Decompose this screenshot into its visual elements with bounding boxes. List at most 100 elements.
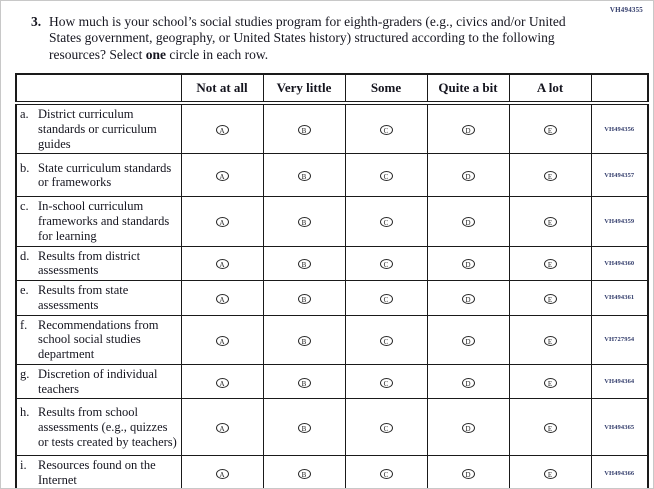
option-cell-some: C <box>344 280 428 316</box>
option-cell-very-little: B <box>262 196 346 247</box>
table-row-g: g. Discretion of individual teachers A B C D E… <box>15 363 649 400</box>
response-bubble-d[interactable]: D <box>461 259 475 270</box>
response-bubble-a[interactable]: A <box>215 171 229 182</box>
response-bubble-d[interactable]: D <box>461 217 475 228</box>
table-header-row: Not at all Very little Some Quite a bit A lo… <box>15 73 649 105</box>
option-cell-very-little: B <box>262 398 346 457</box>
option-cell-quite-a-bit: D <box>426 314 510 365</box>
response-bubble-d[interactable]: D <box>461 423 475 434</box>
response-bubble-c[interactable]: C <box>379 171 393 182</box>
response-bubble-b[interactable]: B <box>297 377 311 388</box>
row-letter: e. <box>20 283 29 297</box>
column-header-very-little: Very little <box>262 73 346 105</box>
table-row-c: c. In-school curriculum frameworks and st… <box>15 196 649 247</box>
row-code: VH494361 <box>590 280 649 316</box>
response-bubble-a[interactable]: A <box>215 259 229 270</box>
option-cell-quite-a-bit: D <box>426 280 510 316</box>
row-label-cell: b. State curriculum standards or framewor… <box>15 153 182 198</box>
row-label: Results from district assessments <box>38 248 141 278</box>
table-row-h: h. Results from school assessments (e.g.,… <box>15 398 649 457</box>
response-bubble-c[interactable]: C <box>379 423 393 434</box>
row-label: Recommendations from school social studi… <box>38 317 159 362</box>
row-label: State curriculum standards or frameworks <box>38 160 172 190</box>
row-label: Discretion of individual teachers <box>38 366 158 396</box>
response-bubble-a[interactable]: A <box>215 377 229 388</box>
response-bubble-c[interactable]: C <box>379 259 393 270</box>
option-cell-some: C <box>344 153 428 198</box>
option-cell-a-lot: E <box>508 153 592 198</box>
response-bubble-b[interactable]: B <box>297 469 311 479</box>
option-cell-quite-a-bit: D <box>426 398 510 457</box>
response-bubble-a[interactable]: A <box>215 423 229 434</box>
row-label: Resources found on the Internet <box>38 458 156 487</box>
option-cell-not-at-all: A <box>180 102 264 155</box>
column-header-blank <box>15 73 182 105</box>
row-code: VH494365 <box>590 398 649 457</box>
option-cell-quite-a-bit: D <box>426 455 510 488</box>
response-bubble-e[interactable]: E <box>543 259 557 270</box>
response-bubble-d[interactable]: D <box>461 125 475 136</box>
response-bubble-a[interactable]: A <box>215 469 229 479</box>
row-label-cell: i. Resources found on the Internet <box>15 455 182 488</box>
row-label-cell: e. Results from state assessments <box>15 280 182 316</box>
response-bubble-d[interactable]: D <box>461 335 475 346</box>
response-bubble-e[interactable]: E <box>543 125 557 136</box>
form-code: VH494355 <box>609 6 643 14</box>
table-row-e: e. Results from state assessments A B C D E VH4… <box>15 280 649 316</box>
response-bubble-e[interactable]: E <box>543 423 557 434</box>
option-cell-a-lot: E <box>508 196 592 247</box>
response-bubble-c[interactable]: C <box>379 125 393 136</box>
response-bubble-c[interactable]: C <box>379 293 393 304</box>
table-row-a: a. District curriculum standards or curri… <box>15 102 649 155</box>
response-bubble-a[interactable]: A <box>215 125 229 136</box>
option-cell-some: C <box>344 102 428 155</box>
row-letter: a. <box>20 107 29 121</box>
row-letter: b. <box>20 160 30 175</box>
row-label-cell: h. Results from school assessments (e.g.,… <box>15 398 182 457</box>
response-bubble-e[interactable]: E <box>543 293 557 304</box>
response-bubble-b[interactable]: B <box>297 217 311 228</box>
option-cell-not-at-all: A <box>180 363 264 400</box>
response-bubble-b[interactable]: B <box>297 171 311 182</box>
row-letter: i. <box>20 458 27 473</box>
table-row-i: i. Resources found on the Internet A B C D E VH… <box>15 455 649 488</box>
option-cell-some: C <box>344 455 428 488</box>
response-bubble-a[interactable]: A <box>215 335 229 346</box>
table-row-b: b. State curriculum standards or framewor… <box>15 153 649 198</box>
response-bubble-c[interactable]: C <box>379 377 393 388</box>
response-bubble-d[interactable]: D <box>461 469 475 479</box>
response-bubble-d[interactable]: D <box>461 377 475 388</box>
response-bubble-d[interactable]: D <box>461 293 475 304</box>
column-header-not-at-all: Not at all <box>180 73 264 105</box>
response-bubble-c[interactable]: C <box>379 217 393 228</box>
response-bubble-b[interactable]: B <box>297 423 311 434</box>
response-bubble-b[interactable]: B <box>297 335 311 346</box>
response-bubble-e[interactable]: E <box>543 171 557 182</box>
row-code: VH494364 <box>590 363 649 400</box>
response-bubble-e[interactable]: E <box>543 217 557 228</box>
option-cell-a-lot: E <box>508 363 592 400</box>
option-cell-some: C <box>344 196 428 247</box>
row-code: VH494366 <box>590 455 649 488</box>
question-text: How much is your school’s social studies… <box>49 14 601 63</box>
response-bubble-c[interactable]: C <box>379 335 393 346</box>
response-bubble-b[interactable]: B <box>297 125 311 136</box>
option-cell-some: C <box>344 314 428 365</box>
response-bubble-b[interactable]: B <box>297 293 311 304</box>
response-bubble-d[interactable]: D <box>461 171 475 182</box>
response-bubble-e[interactable]: E <box>543 469 557 479</box>
option-cell-not-at-all: A <box>180 196 264 247</box>
option-cell-a-lot: E <box>508 398 592 457</box>
response-bubble-c[interactable]: C <box>379 469 393 479</box>
row-letter: c. <box>20 199 29 214</box>
response-bubble-b[interactable]: B <box>297 259 311 270</box>
response-bubble-e[interactable]: E <box>543 377 557 388</box>
option-cell-quite-a-bit: D <box>426 363 510 400</box>
option-cell-a-lot: E <box>508 102 592 155</box>
response-bubble-a[interactable]: A <box>215 293 229 304</box>
row-code: VH494356 <box>590 102 649 155</box>
response-bubble-a[interactable]: A <box>215 217 229 228</box>
response-bubble-e[interactable]: E <box>543 335 557 346</box>
row-letter: d. <box>20 248 30 263</box>
